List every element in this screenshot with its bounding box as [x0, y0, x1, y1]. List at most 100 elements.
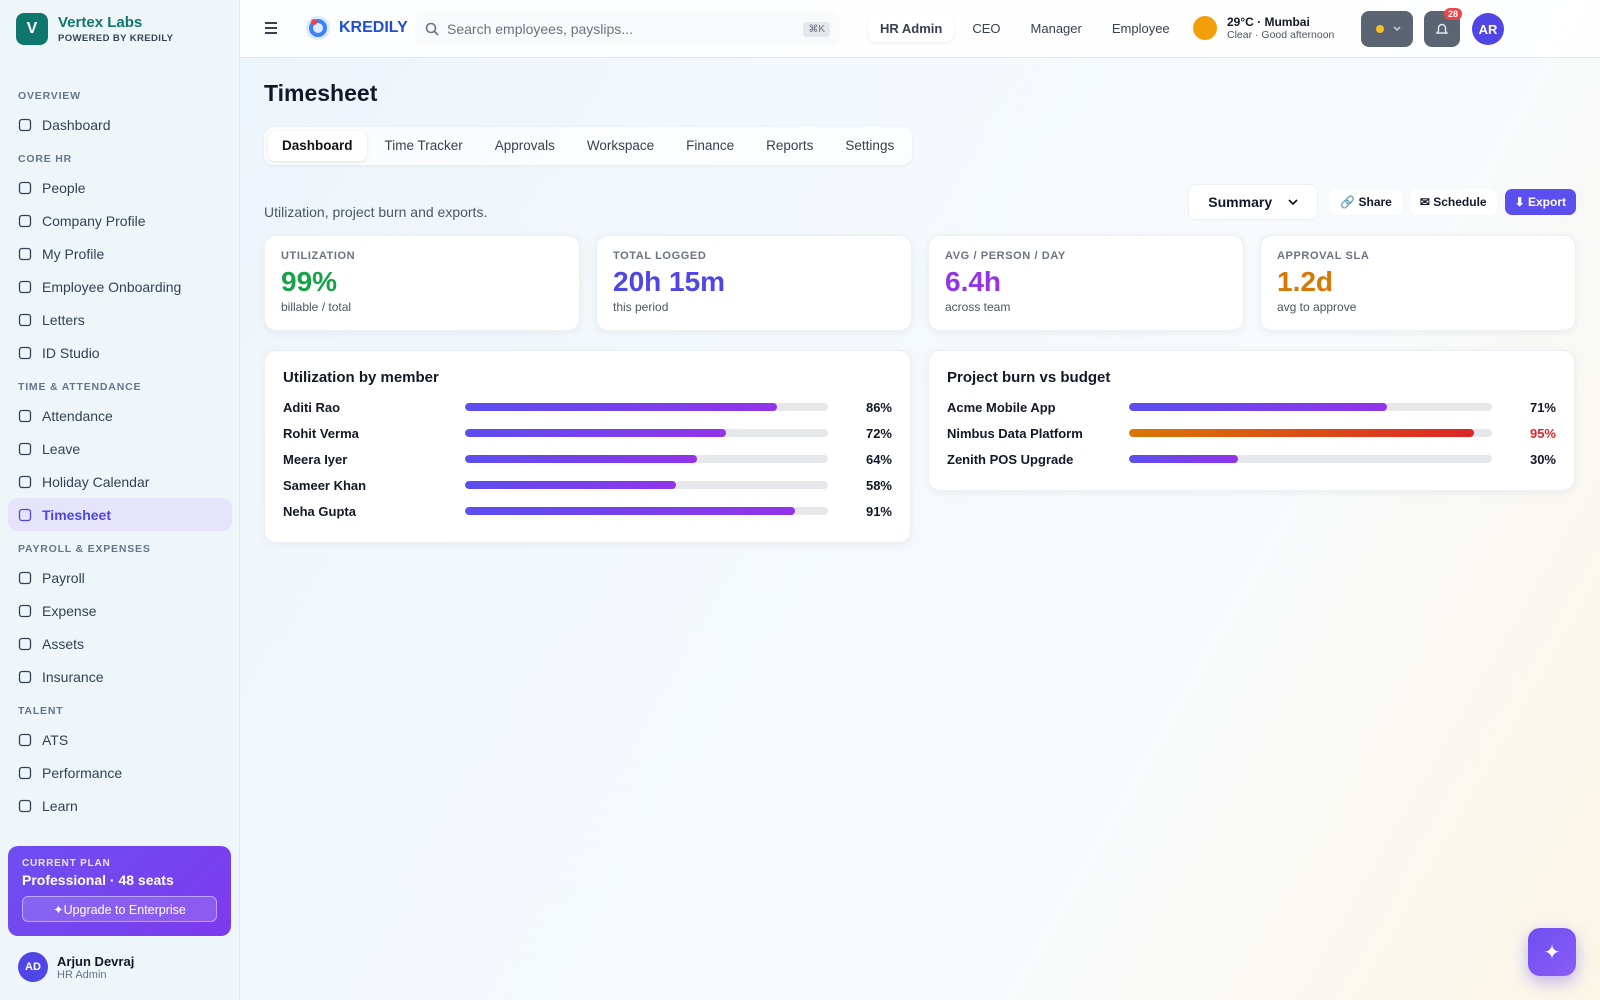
nav-item[interactable]: People [8, 171, 232, 204]
bar-row: Sameer Khan 58% [283, 472, 892, 498]
action-button[interactable]: ⬇ Export [1504, 189, 1576, 215]
nav-item[interactable]: Attendance [8, 399, 232, 432]
bar-name: Nimbus Data Platform [947, 425, 1083, 441]
bar-value-label: 95% [1529, 425, 1556, 441]
stat-value: 1.2d [1277, 266, 1334, 297]
stat-cards: UTILIZATION 99% billable / total TOTAL LOGG… [264, 235, 1576, 331]
nav-icon [18, 313, 32, 326]
nav-item-label: People [42, 179, 86, 196]
nav-section-title: TIME & ATTENDANCE [18, 381, 142, 393]
stat-card: AVG / PERSON / DAY 6.4h across team [928, 235, 1244, 331]
stat-note: avg to approve [1277, 300, 1357, 314]
sidebar: V Vertex Labs POWERED BY KREDILY OVERVIEW… [0, 0, 240, 1000]
stat-note: across team [945, 300, 1011, 314]
nav-item-label: Leave [42, 440, 81, 457]
user-name: Arjun Devraj [57, 953, 135, 969]
tab[interactable]: Workspace [586, 138, 655, 153]
nav-item-label: Attendance [42, 407, 113, 424]
weather-icon [1193, 16, 1217, 40]
nav-item[interactable]: Learn [8, 789, 232, 822]
bar-row: Nimbus Data Platform 95% [947, 420, 1556, 446]
theme-button[interactable] [1361, 11, 1413, 47]
bar-track [1129, 455, 1492, 463]
role-option[interactable]: CEO [972, 21, 1001, 36]
tab[interactable]: Dashboard [268, 131, 367, 161]
bar-track [465, 455, 828, 463]
role-option[interactable]: Manager [1030, 21, 1082, 36]
nav-item[interactable]: Company Profile [8, 204, 232, 237]
nav-item[interactable]: Payroll [8, 561, 232, 594]
bar-name: Zenith POS Upgrade [947, 451, 1074, 467]
bar-track [465, 429, 828, 437]
upgrade-button[interactable]: ✦Upgrade to Enterprise [22, 896, 217, 922]
nav-item[interactable]: Letters [8, 303, 232, 336]
search-box[interactable]: Search employees, payslips... ⌘K [415, 13, 840, 45]
tab[interactable]: Finance [686, 138, 735, 153]
nav-item[interactable]: Timesheet [8, 498, 232, 531]
weather-desc: Clear · Good afternoon [1227, 29, 1335, 41]
kredily-logo[interactable]: KREDILY [305, 15, 408, 41]
weather-temp: 29°C · Mumbai [1227, 15, 1310, 29]
bar-value-label: 58% [865, 477, 892, 493]
bar-value-label: 91% [865, 503, 892, 519]
panel-title: Project burn vs budget [947, 369, 1111, 386]
nav-icon [18, 280, 32, 293]
nav-icon [18, 733, 32, 746]
nav-item[interactable]: Expense [8, 594, 232, 627]
bar-track [465, 507, 828, 515]
nav-item-label: Payroll [42, 569, 85, 586]
nav-item-label: Performance [42, 764, 123, 781]
theme-icon [1376, 25, 1401, 33]
bar [465, 403, 778, 411]
action-button[interactable]: 🔗 Share [1330, 189, 1402, 215]
tab[interactable]: Reports [766, 138, 814, 153]
nav-item[interactable]: Insurance [8, 660, 232, 693]
search-icon [425, 22, 439, 36]
brand[interactable]: V Vertex Labs POWERED BY KREDILY [16, 13, 173, 45]
tab[interactable]: Time Tracker [384, 138, 463, 153]
role-option[interactable]: Employee [1111, 21, 1170, 36]
view-select[interactable]: Summary [1188, 184, 1319, 220]
nav-item[interactable]: Dashboard [8, 108, 232, 141]
nav-item-label: Company Profile [42, 212, 146, 229]
stat-label: UTILIZATION [281, 250, 356, 262]
nav-item[interactable]: Employee Onboarding [8, 270, 232, 303]
menu-button[interactable] [263, 20, 279, 36]
bar-value-label: 64% [865, 451, 892, 467]
account-avatar[interactable]: AR [1472, 13, 1504, 45]
plan-card: CURRENT PLAN Professional · 48 seats ✦Up… [8, 846, 231, 936]
bar [465, 507, 796, 515]
assistant-button[interactable]: ✦ [1528, 928, 1576, 976]
plan-name: Professional · 48 seats [22, 872, 174, 888]
nav-item[interactable]: ID Studio [8, 336, 232, 369]
bar-value-label: 30% [1529, 451, 1556, 467]
nav-item[interactable]: Holiday Calendar [8, 465, 232, 498]
nav-item[interactable]: ATS [8, 723, 232, 756]
nav-section-title: TALENT [18, 705, 64, 717]
nav-item[interactable]: My Profile [8, 237, 232, 270]
nav-item[interactable]: Assets [8, 627, 232, 660]
user-card[interactable]: AD Arjun Devraj HR Admin [18, 952, 134, 982]
bar-value-label: 72% [865, 425, 892, 441]
notifications-button[interactable]: 28 [1424, 8, 1463, 47]
bar-row: Zenith POS Upgrade 30% [947, 446, 1556, 472]
tab[interactable]: Approvals [494, 138, 555, 153]
view-select-value: Summary [1208, 194, 1273, 210]
nav-item-label: Timesheet [42, 506, 111, 523]
page-title: Timesheet [264, 80, 378, 106]
stat-value: 20h 15m [613, 266, 726, 297]
nav-item[interactable]: Performance [8, 756, 232, 789]
nav-icon [18, 181, 32, 194]
notification-count: 28 [1444, 8, 1463, 20]
bar [1129, 455, 1238, 463]
nav-item[interactable]: Leave [8, 432, 232, 465]
panel-card: Utilization by member Aditi Rao 86% Rohit V… [264, 350, 911, 543]
bar-name: Sameer Khan [283, 477, 367, 493]
tab[interactable]: Settings [845, 138, 895, 153]
action-button[interactable]: ✉ Schedule [1409, 189, 1497, 215]
bar-track [465, 481, 828, 489]
nav-item-label: Holiday Calendar [42, 473, 150, 490]
role-option[interactable]: HR Admin [868, 15, 955, 42]
